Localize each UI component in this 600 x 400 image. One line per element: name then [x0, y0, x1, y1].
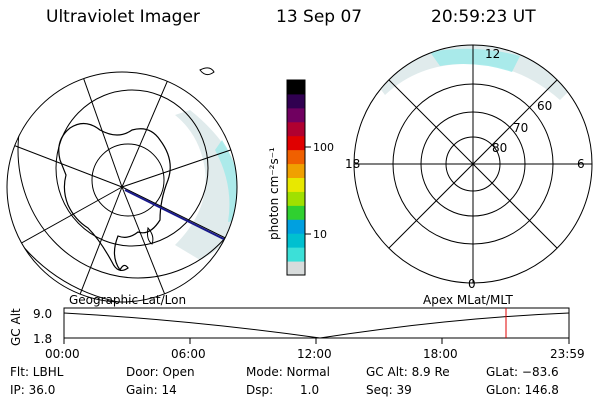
info-dsp-value: 1.0	[300, 383, 320, 397]
info-gain: Gain: 14	[126, 383, 177, 397]
aurora-band-strong	[430, 48, 520, 72]
x-tick-0000: 00:00	[45, 347, 80, 361]
info-seq: Seq: 39	[366, 383, 412, 397]
mlt-label-12: 12	[485, 47, 500, 61]
colorbar-cell	[287, 233, 305, 248]
colorbar-tick-label-100: 100	[313, 141, 334, 154]
colorbar-cell	[287, 205, 305, 220]
mlat-label-60: 60	[537, 99, 552, 113]
date-label: 13 Sep 07	[276, 7, 363, 27]
colorbar-cell	[287, 121, 305, 137]
colorbar-cell	[287, 149, 305, 165]
mlt-label-0: 0	[468, 277, 476, 291]
info-flt: Flt: LBHL	[10, 365, 64, 379]
timeline-y-min: 1.8	[33, 332, 52, 346]
x-tick-1200: 12:00	[297, 347, 332, 361]
continent-outline	[58, 122, 171, 272]
instrument-title: Ultraviolet Imager	[46, 7, 200, 27]
aurora-region	[175, 110, 237, 260]
right-map-caption: Apex MLat/MLT	[423, 293, 513, 307]
info-gc-alt: GC Alt: 8.9 Re	[366, 365, 450, 379]
colorbar-cell	[287, 107, 305, 123]
info-mode: Mode: Normal	[246, 365, 330, 379]
colorbar-cell	[287, 80, 305, 95]
time-label: 20:59:23 UT	[431, 7, 536, 27]
mlt-label-18: 18	[345, 157, 360, 171]
mlt-label-6: 6	[577, 157, 585, 171]
info-door: Door: Open	[126, 365, 195, 379]
mlat-label-80: 80	[492, 141, 507, 155]
colorbar-tick-label-10: 10	[313, 228, 327, 241]
altitude-curve	[63, 312, 570, 339]
satellite-track	[124, 189, 237, 259]
colorbar-cell	[287, 93, 305, 109]
left-map-caption: Geographic Lat/Lon	[69, 293, 187, 307]
mlat-label-70: 70	[513, 121, 528, 135]
colorbar-cell	[287, 177, 305, 192]
colorbar-cell	[287, 191, 305, 206]
x-tick-1800: 18:00	[423, 347, 458, 361]
timeline-y-title: GC Alt	[9, 308, 23, 346]
colorbar-unit-label: photon cm⁻²s⁻¹	[267, 147, 281, 240]
x-tick-0600: 06:00	[171, 347, 206, 361]
x-tick-2359: 23:59	[550, 347, 585, 361]
info-glat: GLat: −83.6	[486, 365, 559, 379]
colorbar-cell	[287, 261, 305, 276]
colorbar-cell	[287, 163, 305, 178]
info-ip: IP: 36.0	[10, 383, 56, 397]
info-glon: GLon: 146.8	[486, 383, 559, 397]
aurora-strong-region	[215, 140, 237, 222]
timeline-y-max: 9.0	[33, 307, 52, 321]
colorbar-cell	[287, 219, 305, 234]
colorbar-cell	[287, 135, 305, 151]
colorbar-cell	[287, 247, 305, 262]
aurora-band	[370, 45, 570, 100]
info-dsp-label: Dsp:	[246, 383, 274, 397]
